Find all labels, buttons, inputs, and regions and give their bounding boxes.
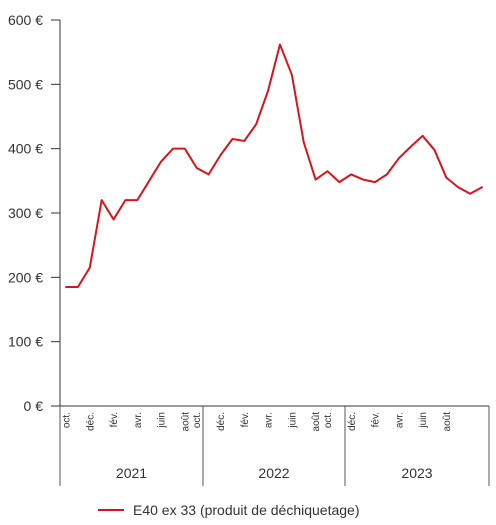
x-tick-label: avr.: [133, 412, 144, 428]
x-tick-label: juin: [287, 412, 298, 429]
y-tick-label: 0 €: [24, 398, 44, 414]
x-year-label: 2022: [258, 465, 289, 481]
x-tick-label: oct.: [323, 412, 334, 428]
series-line: [65, 43, 483, 288]
y-tick-label: 100 €: [8, 334, 43, 350]
x-tick-label: déc.: [216, 412, 227, 431]
x-axis: oct. déc. fév. avr. juin août oct. déc. fév. avr.…: [59, 405, 490, 486]
legend-label: E40 ex 33 (produit de déchiquetage): [133, 502, 360, 518]
x-year-label: 2021: [116, 465, 147, 481]
x-tick-label: fév.: [371, 412, 382, 427]
y-tick-label: 200 €: [8, 269, 43, 285]
x-tick-label: avr.: [264, 412, 275, 428]
y-tick-label: 400 €: [8, 141, 43, 157]
y-tick-label: 600 €: [8, 12, 43, 28]
legend: E40 ex 33 (produit de déchiquetage): [98, 502, 360, 518]
x-tick-label: juin: [157, 412, 168, 429]
x-tick-label: fév.: [109, 412, 120, 427]
x-tick-label: oct.: [62, 412, 73, 428]
series-layer: [65, 43, 483, 288]
y-tick-label: 300 €: [8, 205, 43, 221]
x-tick-label: août: [442, 412, 453, 432]
x-year-label: 2023: [401, 465, 432, 481]
x-tick-label: déc.: [347, 412, 358, 431]
x-tick-label: déc.: [85, 412, 96, 431]
y-axis: 0 € 100 € 200 € 300 € 400 € 500 € 600 €: [8, 12, 61, 414]
x-tick-label: fév.: [240, 412, 251, 427]
x-tick-label: août: [311, 412, 322, 432]
x-tick-label: oct.: [192, 412, 203, 428]
x-tick-label: août: [180, 412, 191, 432]
x-tick-label: juin: [418, 412, 429, 429]
x-tick-label: avr.: [394, 412, 405, 428]
y-tick-label: 500 €: [8, 76, 43, 92]
